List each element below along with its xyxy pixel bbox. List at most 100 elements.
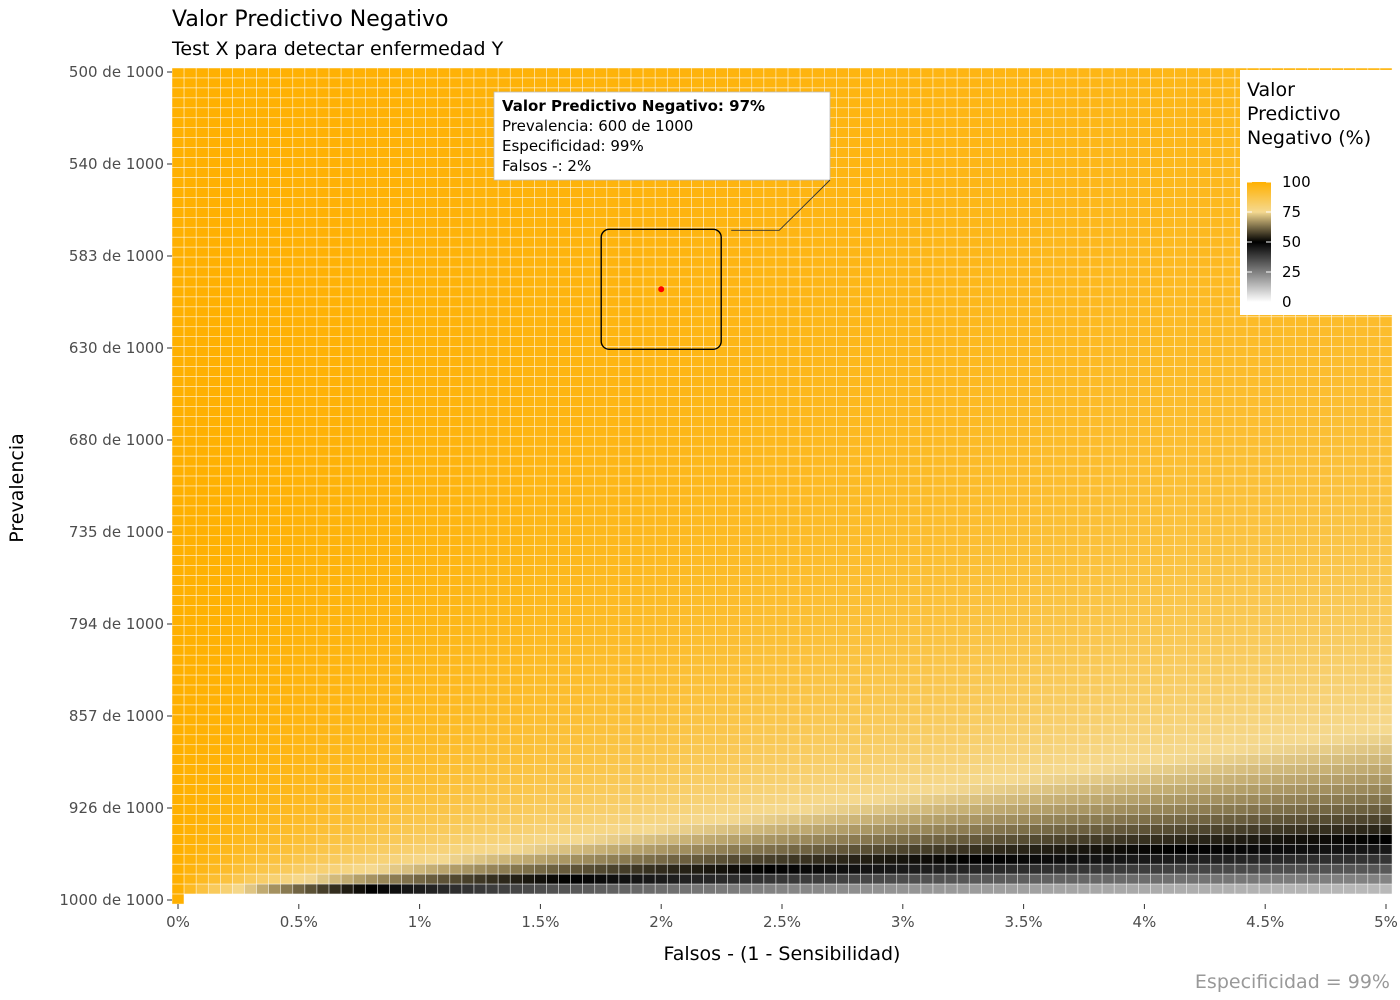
heatmap-cell (751, 694, 765, 706)
heatmap-cell (485, 565, 499, 576)
heatmap-cell (666, 495, 680, 507)
heatmap-cell (256, 794, 269, 805)
heatmap-cell (666, 694, 680, 706)
heatmap-cell (473, 226, 487, 238)
heatmap-cell (666, 744, 680, 756)
heatmap-cell (811, 834, 825, 845)
heatmap-cell (521, 625, 535, 636)
heatmap-cell (823, 883, 837, 895)
heatmap-cell (171, 615, 185, 626)
heatmap-cell (618, 515, 632, 527)
heatmap-cell (401, 286, 414, 298)
heatmap-cell (666, 197, 680, 208)
heatmap-cell (630, 515, 644, 527)
heatmap-cell (642, 595, 656, 606)
heatmap-cell (546, 565, 559, 576)
heatmap-cell (691, 376, 704, 387)
heatmap-cell (328, 545, 342, 557)
heatmap-cell (679, 366, 692, 377)
heatmap-cell (691, 535, 704, 547)
heatmap-cell (570, 784, 584, 795)
heatmap-cell (666, 535, 680, 547)
heatmap-cell (618, 386, 632, 397)
heatmap-cell (280, 246, 294, 258)
heatmap-cell (582, 694, 596, 706)
heatmap-cell (618, 525, 632, 537)
heatmap-cell (171, 694, 185, 706)
heatmap-cell (836, 445, 849, 457)
heatmap-cell (691, 824, 704, 835)
heatmap-cell (256, 77, 269, 89)
heatmap-cell (207, 853, 221, 865)
heatmap-cell (413, 625, 427, 636)
heatmap-cell (546, 684, 559, 696)
heatmap-cell (268, 147, 282, 158)
heatmap-cell (848, 625, 861, 636)
heatmap-cell (497, 416, 511, 427)
heatmap-cell (848, 535, 861, 547)
heatmap-cell (654, 326, 668, 338)
heatmap-cell (751, 246, 765, 258)
heatmap-cell (171, 634, 185, 646)
heatmap-cell (401, 734, 414, 746)
heatmap-cell (691, 814, 704, 825)
heatmap-cell (401, 187, 414, 198)
heatmap-cell (171, 187, 185, 198)
heatmap-cell (352, 465, 366, 477)
heatmap-cell (872, 346, 886, 357)
heatmap-cell (328, 595, 342, 606)
heatmap-cell (872, 824, 886, 835)
heatmap-cell (207, 356, 221, 367)
heatmap-cell (171, 445, 185, 457)
heatmap-cell (703, 296, 716, 308)
heatmap-cell (437, 853, 451, 865)
heatmap-cell (413, 485, 427, 497)
heatmap-cell (775, 67, 789, 79)
heatmap-cell (606, 406, 620, 417)
heatmap-cell (799, 744, 813, 756)
heatmap-cell (691, 386, 704, 397)
heatmap-cell (497, 495, 511, 507)
heatmap-cell (244, 834, 257, 845)
heatmap-cell (292, 435, 306, 447)
heatmap-cell (787, 863, 801, 875)
heatmap-cell (437, 475, 451, 487)
heatmap-cell (292, 425, 306, 437)
heatmap-cell (352, 266, 366, 278)
heatmap-cell (848, 346, 861, 357)
heatmap-cell (183, 475, 197, 487)
heatmap-cell (473, 445, 487, 457)
heatmap-cell (497, 575, 511, 586)
heatmap-cell (401, 565, 414, 576)
heatmap-cell (715, 525, 728, 537)
heatmap-cell (437, 207, 451, 218)
heatmap-cell (606, 435, 620, 447)
heatmap-cell (582, 873, 596, 885)
heatmap-cell (401, 177, 414, 188)
heatmap-cell (666, 67, 680, 79)
heatmap-cell (316, 555, 330, 566)
heatmap-cell (848, 774, 861, 785)
heatmap-cell (485, 495, 499, 507)
heatmap-cell (811, 595, 825, 606)
heatmap-cell (642, 276, 656, 288)
heatmap-cell (292, 157, 306, 168)
heatmap-cell (280, 157, 294, 168)
heatmap-cell (582, 893, 596, 905)
heatmap-cell (377, 356, 390, 367)
heatmap-cell (727, 873, 741, 885)
heatmap-cell (848, 644, 861, 656)
heatmap-cell (256, 346, 269, 357)
heatmap-cell (534, 615, 547, 626)
heatmap-cell (437, 445, 451, 457)
heatmap-cell (364, 754, 378, 766)
heatmap-cell (183, 764, 197, 775)
heatmap-cell (546, 316, 559, 328)
heatmap-cell (860, 515, 873, 527)
heatmap-cell (364, 425, 378, 437)
heatmap-cell (823, 804, 837, 815)
heatmap-cell (401, 226, 414, 238)
heatmap-cell (509, 664, 523, 676)
heatmap-cell (171, 236, 185, 248)
heatmap-cell (328, 376, 342, 387)
